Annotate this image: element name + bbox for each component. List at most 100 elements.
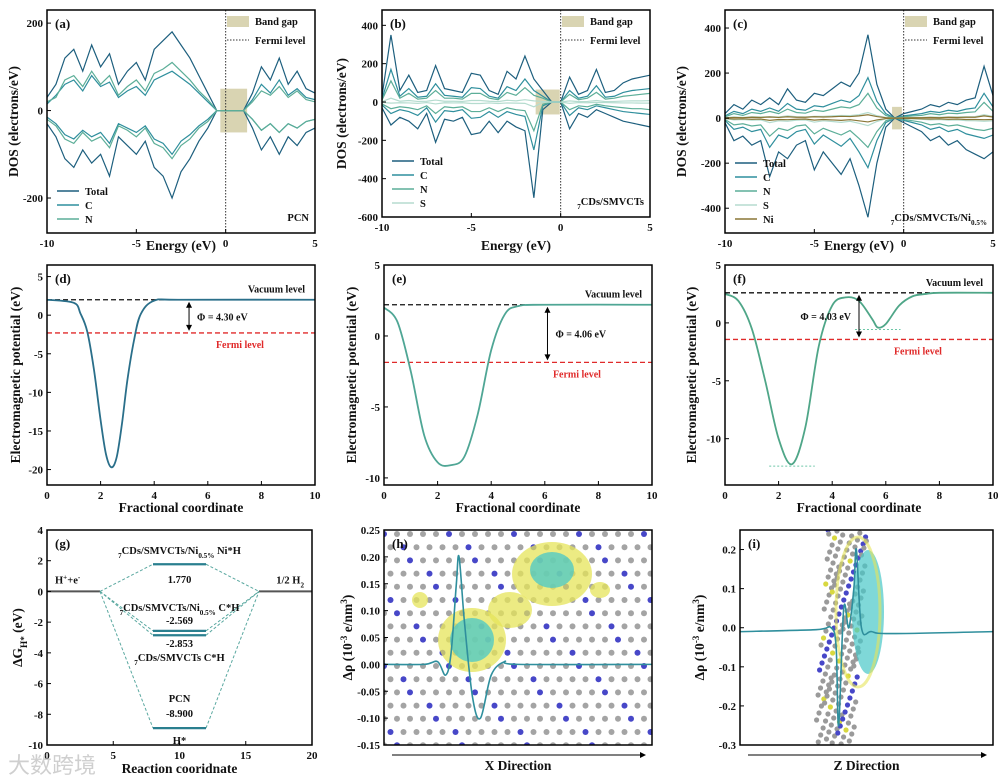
start-label: H++e-: [55, 573, 81, 586]
text-part: CDs/SMVCTs/Ni: [123, 603, 200, 614]
x-axis-label: Energy (eV): [481, 238, 551, 253]
atom: [485, 531, 491, 537]
x-tick-label: 10: [988, 490, 998, 502]
text-part: 0.5%: [200, 609, 216, 617]
atom: [851, 663, 856, 668]
atom: [830, 560, 835, 565]
atom: [830, 589, 835, 594]
level-value: -8.900: [166, 709, 193, 720]
atom: [453, 703, 459, 709]
atom: [848, 558, 853, 563]
atom: [622, 571, 628, 577]
y-tick-label: 5: [38, 272, 44, 284]
atom: [440, 676, 446, 682]
x-axis-label: X Direction: [485, 758, 552, 773]
atom: [557, 623, 563, 629]
y-tick-label: 0: [38, 586, 44, 598]
atom: [840, 579, 845, 584]
atom: [427, 650, 433, 656]
x-axis-label: Energy (eV): [146, 238, 216, 253]
atom: [550, 637, 556, 643]
y-tick-label: -4: [34, 648, 44, 660]
atom: [557, 729, 563, 735]
atom: [841, 734, 846, 739]
atom: [822, 606, 827, 611]
x-tick-label: -10: [718, 238, 733, 250]
legend-band-gap-label: Band gap: [255, 17, 298, 28]
atom: [518, 703, 524, 709]
legend-fermi-label: Fermi level: [590, 36, 641, 47]
atom: [596, 650, 602, 656]
y-tick-label: 0.1: [722, 584, 736, 596]
atom: [492, 729, 498, 735]
atom: [622, 544, 628, 550]
atom: [852, 724, 857, 729]
atom: [596, 623, 602, 629]
text-part: e/nm: [692, 603, 707, 636]
x-axis-label: Energy (eV): [824, 238, 894, 253]
atom: [825, 664, 830, 669]
atom: [505, 676, 511, 682]
atom: [602, 689, 608, 695]
atom: [407, 557, 413, 563]
atom: [440, 703, 446, 709]
atom: [844, 590, 849, 595]
atom: [440, 571, 446, 577]
legend-band-gap-swatch: [905, 16, 927, 27]
x-tick-label: 15: [240, 750, 252, 762]
atom: [816, 710, 821, 715]
atom: [845, 655, 850, 660]
atom: [583, 676, 589, 682]
atom: [820, 678, 825, 683]
atom: [816, 692, 821, 697]
atom: [498, 557, 504, 563]
atom: [583, 597, 589, 603]
atom: [602, 557, 608, 563]
atom: [635, 650, 641, 656]
atom: [557, 703, 563, 709]
atom: [388, 729, 394, 735]
y-tick-label: -0.10: [357, 713, 380, 725]
x-tick-label: 5: [111, 750, 117, 762]
atom: [485, 557, 491, 563]
atom: [609, 597, 615, 603]
atom: [589, 637, 595, 643]
panel-label: (a): [55, 16, 70, 31]
atom: [576, 610, 582, 616]
text-part: CDs/SMVCTs/Ni: [122, 546, 199, 557]
atom: [622, 729, 628, 735]
atom: [845, 565, 850, 570]
atom: [394, 637, 400, 643]
atom: [615, 584, 621, 590]
atom: [518, 650, 524, 656]
legend-label-ni: Ni: [763, 215, 774, 226]
atom: [830, 542, 835, 547]
atom: [841, 597, 846, 602]
legend-label-total: Total: [85, 187, 108, 198]
atom: [832, 672, 837, 677]
text-part: (eV): [10, 608, 25, 636]
atom: [628, 716, 634, 722]
atom: [855, 674, 860, 679]
atom: [557, 650, 563, 656]
atom: [576, 637, 582, 643]
atom: [505, 571, 511, 577]
legend-band-gap-label: Band gap: [590, 17, 633, 28]
atom: [531, 623, 537, 629]
text-part: +e: [67, 575, 78, 586]
atom: [622, 703, 628, 709]
atom: [635, 729, 641, 735]
atom: [433, 610, 439, 616]
atom: [401, 650, 407, 656]
atom: [492, 703, 498, 709]
atom: [853, 699, 858, 704]
atom: [440, 544, 446, 550]
x-tick-label: 0: [44, 490, 50, 502]
atom: [635, 597, 641, 603]
atom: [563, 531, 569, 537]
atom: [498, 716, 504, 722]
atom: [453, 729, 459, 735]
work-function-label: Φ = 4.30 eV: [197, 312, 248, 323]
x-tick-label: -5: [810, 238, 820, 250]
y-tick-label: -600: [358, 212, 379, 224]
